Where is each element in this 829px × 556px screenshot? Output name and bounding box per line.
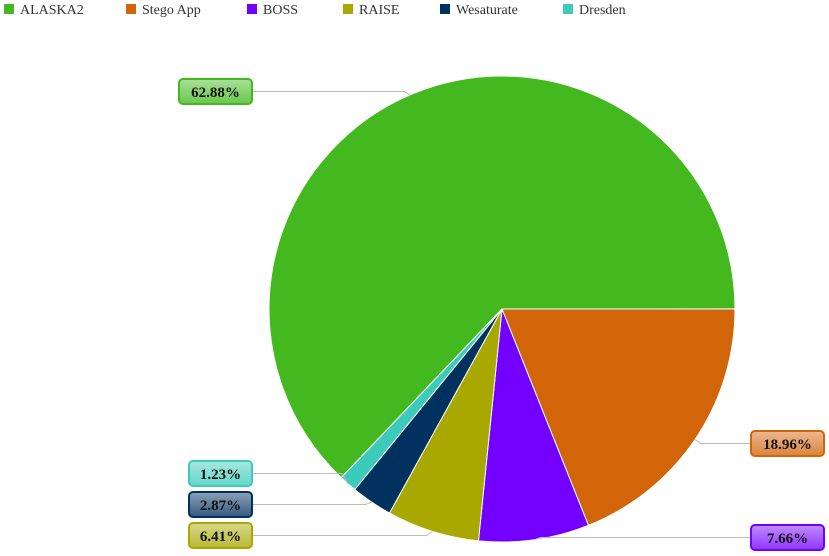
data-label-box [750,430,825,457]
data-label-text: 1.23% [200,467,241,483]
legend-label-boss: BOSS [263,3,298,18]
legend-swatch-stego-app [126,4,136,14]
legend: ALASKA2 Stego App BOSS RAISE Wesaturate Dresd… [4,3,626,18]
pie-slice-alaska2[interactable] [268,75,736,479]
pie-slice-boss[interactable] [477,308,590,543]
data-label-box [188,522,253,549]
pie-slices [268,75,736,543]
data-label-text: 6.41% [200,529,241,545]
legend-label-dresden: Dresden [579,3,626,18]
data-label-box [178,78,253,105]
legend-label-stego-app: Stego App [142,3,201,18]
data-label-text: 62.88% [191,85,240,101]
data-label-box [750,524,825,551]
data-label-wesaturate: 2.87% [188,491,253,518]
data-label-text: 18.96% [763,437,812,453]
leader-line-wesaturate [252,501,372,505]
leader-line-stego-app [694,439,751,444]
legend-label-raise: RAISE [359,3,399,18]
data-labels: 62.88% 18.96% 7.66% 6.41% 2.87% 1.23% [178,78,825,551]
data-label-box [188,460,253,487]
legend-label-alaska2: ALASKA2 [20,3,84,18]
legend-swatch-dresden [563,4,573,14]
data-label-boss: 7.66% [750,524,825,551]
leader-line-alaska2 [252,91,411,96]
data-label-stego-app: 18.96% [750,430,825,457]
legend-swatch-alaska2 [4,4,14,14]
leader-line-raise [252,530,433,536]
legend-swatch-wesaturate [440,4,450,14]
data-label-box [188,491,253,518]
leader-line-dresden [252,473,349,484]
legend-swatch-raise [343,4,353,14]
data-label-alaska2: 62.88% [178,78,253,105]
legend-label-wesaturate: Wesaturate [456,3,518,18]
data-label-dresden: 1.23% [188,460,253,487]
data-label-text: 2.87% [200,498,241,514]
data-label-text: 7.66% [767,531,808,547]
data-label-raise: 6.41% [188,522,253,549]
pie-slice-dresden[interactable] [340,308,503,491]
leader-line-boss [534,537,751,541]
legend-swatch-boss [247,4,257,14]
